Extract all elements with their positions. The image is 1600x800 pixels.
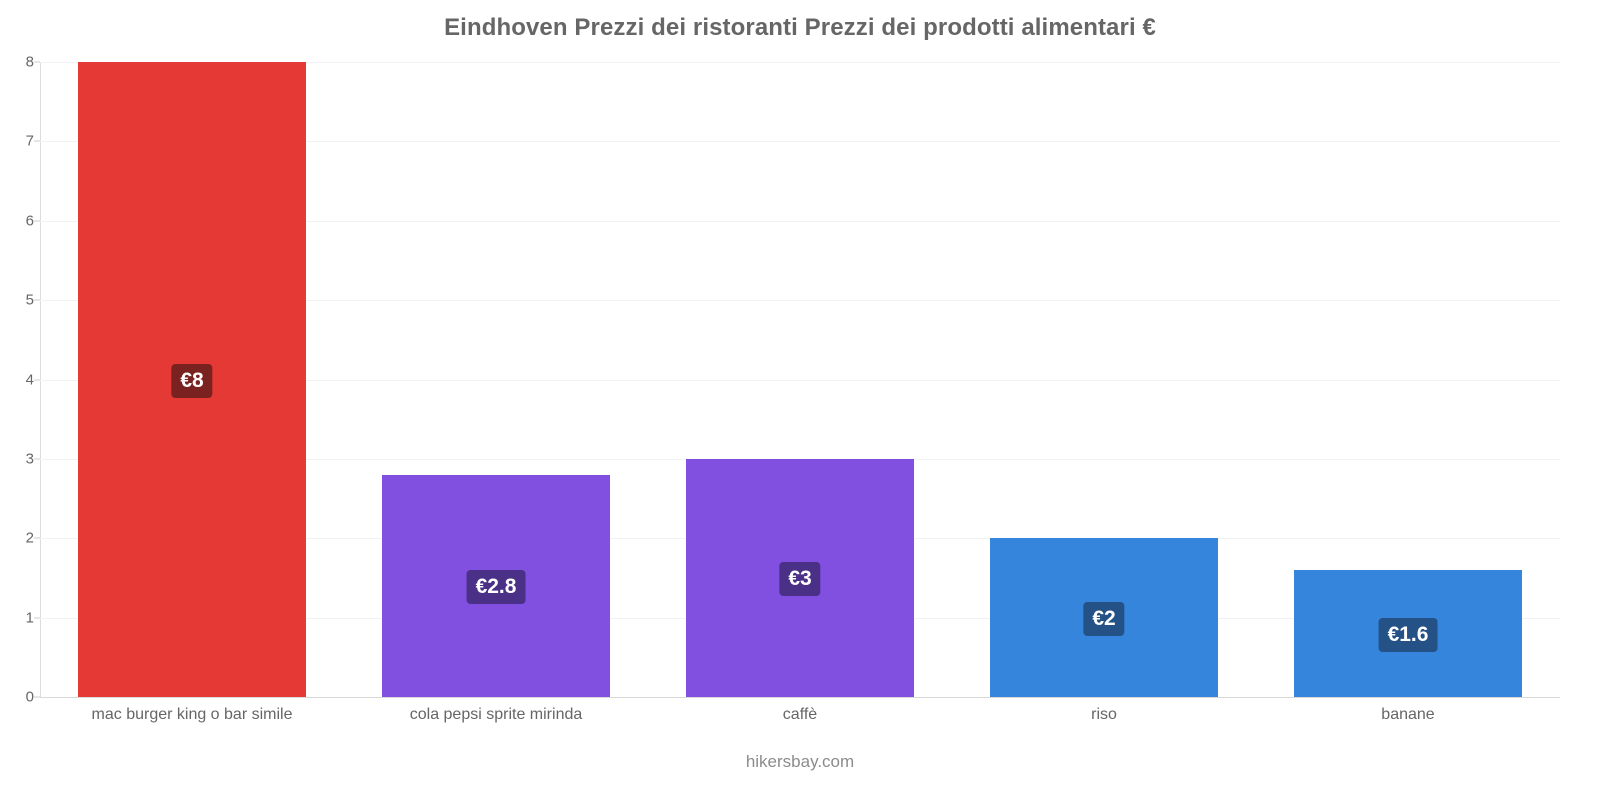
gridline [40,62,1560,63]
gridline [40,300,1560,302]
bar-value-label: €8 [171,363,213,398]
bar-group[interactable]: €2 [952,62,1256,697]
bar-group[interactable]: €3 [648,62,952,697]
gridline [40,141,1560,143]
x-axis-label: cola pepsi sprite mirinda [409,706,583,723]
y-axis-tick-mark [34,220,40,222]
x-axis-label: caffè [782,706,818,723]
y-axis-tick-label: 6 [25,212,34,230]
x-axis-label: banane [1381,706,1435,723]
bar-group[interactable]: €8 [40,62,344,697]
bar-value-label: €2 [1083,602,1125,636]
watermark: hikersbay.com [745,752,855,771]
y-axis-tick-label: 1 [25,609,34,627]
bar-group[interactable]: €2.8 [344,62,648,697]
y-axis-tick-mark [34,379,40,380]
x-axis-label: mac burger king o bar simile [91,706,293,723]
x-axis-labels: mac burger king o bar simile cola pepsi s… [40,706,1560,736]
y-axis-tick-mark [34,458,40,460]
bar-value-label: €2.8 [466,570,526,604]
x-axis-label: riso [1091,706,1117,723]
y-axis-tick-label: 8 [25,53,34,71]
gridline [40,220,1560,222]
y-axis-tick-label: 5 [25,291,34,309]
bar-group[interactable]: €1.6 [1256,62,1560,697]
y-axis-tick-label: 4 [25,371,34,388]
y-axis-tick-label: 7 [25,132,34,150]
gridline [40,379,1560,381]
y-axis-tick-label: 2 [25,529,34,547]
y-axis-tick-mark [34,299,40,301]
bar-series: €8 €2.8 €3 €2 €1.6 [40,62,1560,697]
y-axis-tick-label: 0 [25,688,34,706]
y-axis-tick-mark [34,537,40,539]
y-axis-tick-mark [34,617,40,619]
plot-area: €8 €2.8 €3 €2 €1.6 [40,62,1560,698]
chart-title: Eindhoven Prezzi dei ristoranti Prezzi d… [444,14,1156,41]
y-axis-tick-mark [34,140,40,142]
y-axis-ticks: 0 1 2 3 4 5 6 7 8 [0,54,40,706]
bar-value-label: €3 [779,562,821,596]
y-axis-tick-mark [34,61,40,63]
y-axis-tick-label: 3 [25,450,34,468]
gridline [40,697,1560,698]
y-axis-tick-mark [34,696,40,698]
bar-value-label: €1.6 [1378,617,1438,652]
